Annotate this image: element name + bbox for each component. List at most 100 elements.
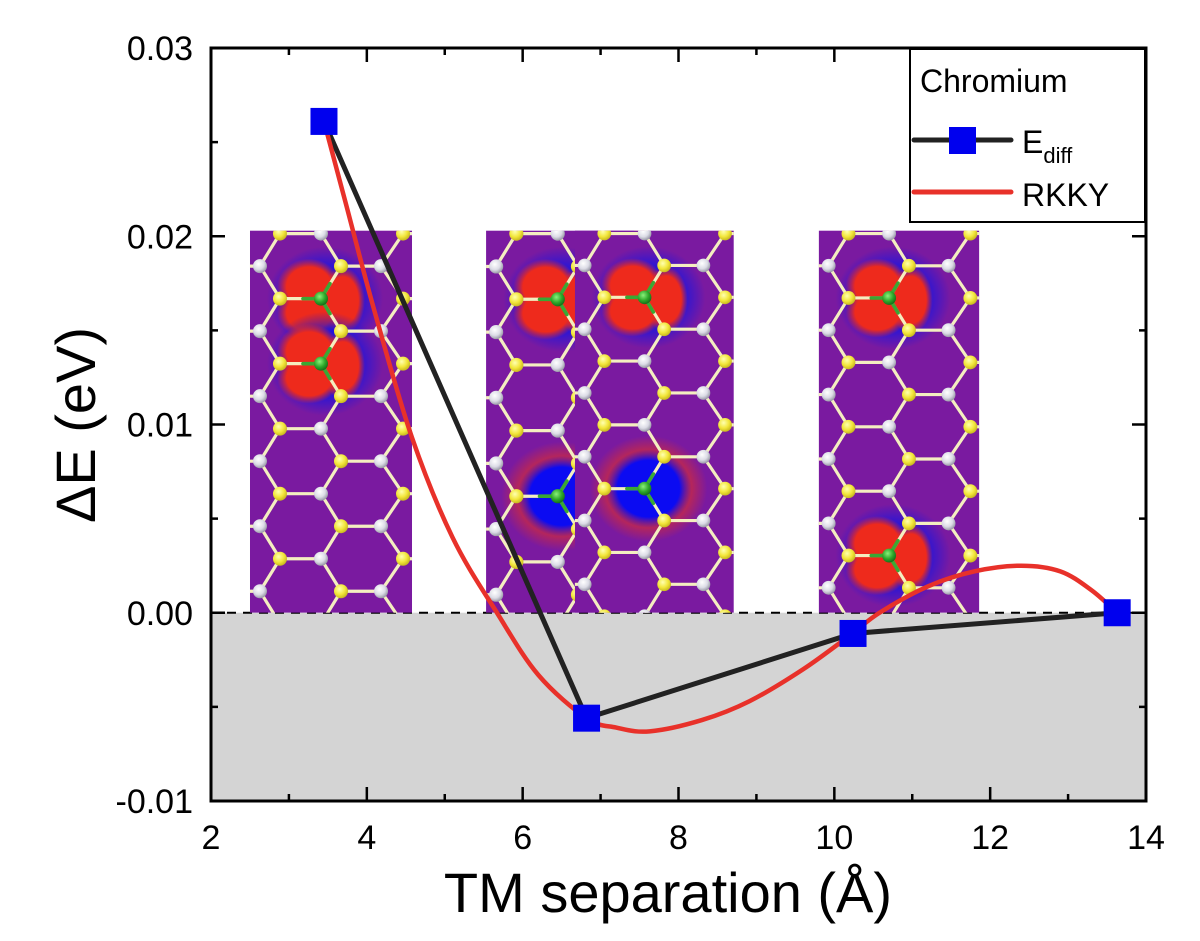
legend: Chromium Ediff RKKY xyxy=(909,48,1146,223)
inset-content xyxy=(818,194,980,613)
boron-atom xyxy=(697,195,711,209)
chromium-atom xyxy=(882,291,897,305)
boron-atom xyxy=(882,419,897,434)
x-axis-title: TM separation (Å) xyxy=(444,861,892,924)
boron-atom xyxy=(577,449,592,464)
carbon-atom xyxy=(571,194,585,208)
boron-atom xyxy=(696,258,711,273)
chromium-atom xyxy=(882,548,897,563)
rkky-curve xyxy=(321,119,1120,734)
boron-atom xyxy=(696,386,711,400)
x-tick-label: 14 xyxy=(1127,819,1165,857)
chromium-atom xyxy=(637,290,652,305)
carbon-atom xyxy=(841,230,856,241)
chromium-atom xyxy=(313,291,328,306)
carbon-atom xyxy=(963,291,978,305)
boron-atom xyxy=(313,230,328,241)
carbon-atom xyxy=(657,195,671,209)
carbon-atom xyxy=(597,354,612,368)
ediff-line xyxy=(321,120,1118,721)
ediff-marker xyxy=(573,704,601,732)
boron-atom xyxy=(313,486,328,501)
boron-atom xyxy=(252,584,267,599)
y-tick-label: 0.01 xyxy=(127,407,193,445)
carbon-atom xyxy=(333,324,348,339)
boron-atom xyxy=(252,259,267,274)
carbon-atom xyxy=(841,291,856,305)
boron-atom xyxy=(638,609,651,613)
lattice-atoms xyxy=(577,195,732,613)
carbon-atom xyxy=(901,580,916,595)
carbon-atom xyxy=(718,230,732,241)
carbon-atom xyxy=(963,419,978,434)
x-tick-label: 8 xyxy=(669,819,688,857)
carbon-atom xyxy=(657,322,672,337)
carbon-atom xyxy=(657,386,672,400)
boron-atom xyxy=(941,516,956,531)
y-tick-label: 0.02 xyxy=(127,218,193,256)
boron-atom xyxy=(637,354,652,368)
carbon-atom xyxy=(272,421,287,436)
carbon-atom xyxy=(509,357,524,373)
carbon-atom xyxy=(509,489,524,504)
boron-atom xyxy=(882,230,897,241)
legend-ediff-marker xyxy=(949,127,976,154)
carbon-atom xyxy=(333,519,348,534)
carbon-atom xyxy=(333,454,348,469)
carbon-atom xyxy=(841,355,856,370)
tick-labels: 2 4 6 8 10 12 14 -0.01 0.00 0.01 0.02 0.03 xyxy=(116,30,1165,857)
y-tick-label: -0.01 xyxy=(116,783,194,821)
boron-atom xyxy=(637,418,652,432)
x-tick-label: 6 xyxy=(513,819,532,857)
inset-separation-1 xyxy=(249,194,413,613)
boron-atom xyxy=(374,194,388,208)
boron-atom xyxy=(696,322,711,337)
boron-atom xyxy=(822,194,836,208)
carbon-atom xyxy=(396,230,411,241)
boron-atom xyxy=(577,513,592,528)
chromium-atom xyxy=(550,292,565,307)
chromium-atom xyxy=(313,356,328,371)
carbon-atom xyxy=(333,389,348,404)
boron-atom xyxy=(696,449,711,464)
carbon-atom xyxy=(718,354,732,368)
carbon-atom xyxy=(272,551,287,566)
carbon-atom xyxy=(963,230,978,241)
ediff-marker xyxy=(310,107,338,135)
x-tick-label: 4 xyxy=(357,819,376,857)
boron-atom xyxy=(313,551,328,566)
x-tick-label: 12 xyxy=(971,819,1009,857)
y-tick-label: 0.00 xyxy=(127,595,193,633)
carbon-atom xyxy=(719,609,731,613)
carbon-atom xyxy=(657,513,672,528)
carbon-atom xyxy=(597,481,612,496)
carbon-atom xyxy=(333,259,348,274)
carbon-atom xyxy=(963,355,978,370)
boron-atom xyxy=(489,194,503,208)
boron-atom xyxy=(941,258,956,273)
carbon-atom xyxy=(509,423,524,438)
carbon-atom xyxy=(598,609,611,613)
carbon-atom xyxy=(841,484,856,499)
carbon-atom xyxy=(597,230,612,241)
boron-atom xyxy=(253,194,267,208)
chromium-atom xyxy=(637,481,652,496)
axes xyxy=(209,46,1148,803)
carbon-atom xyxy=(272,356,287,371)
inset-content xyxy=(249,194,413,613)
carbon-atom xyxy=(597,545,612,560)
carbon-atom xyxy=(963,548,978,563)
carbon-atom xyxy=(901,258,916,273)
carbon-atom xyxy=(657,577,672,592)
boron-atom xyxy=(374,389,389,404)
boron-atom xyxy=(252,389,267,404)
boron-atom xyxy=(941,323,956,338)
boron-atom xyxy=(489,390,504,405)
legend-label-rkky: RKKY xyxy=(1022,177,1109,213)
carbon-atom xyxy=(272,486,287,501)
carbon-atom xyxy=(718,290,732,305)
chromium-atom xyxy=(550,489,565,504)
boron-atom xyxy=(577,258,592,273)
carbon-atom xyxy=(718,418,732,432)
legend-title: Chromium xyxy=(920,63,1068,99)
